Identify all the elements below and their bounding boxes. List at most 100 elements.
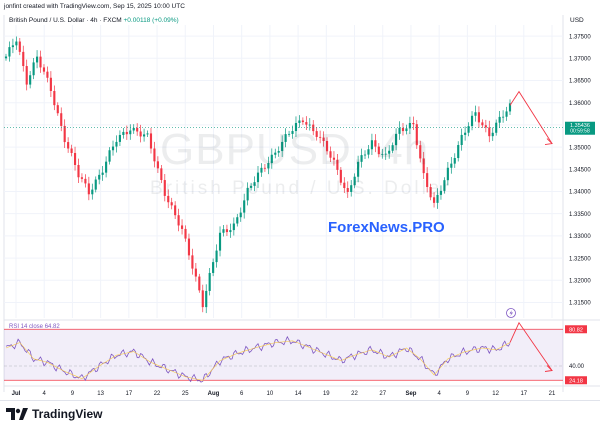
candle	[122, 127, 125, 139]
candle	[281, 135, 284, 157]
time-tick-label: 6	[240, 391, 244, 397]
candle-body	[191, 255, 194, 269]
candle-body	[153, 148, 156, 162]
candle	[63, 119, 66, 149]
candle	[325, 137, 329, 155]
candle-body	[484, 125, 487, 128]
time-tick-label: 17	[520, 391, 527, 397]
candle	[56, 102, 59, 116]
candle-body	[395, 133, 398, 146]
candle-body	[39, 56, 42, 68]
projection-arrowhead	[544, 138, 553, 145]
rsi-band	[4, 329, 563, 381]
overlay-label: ForexNews.PRO	[328, 219, 445, 236]
candle-body	[412, 122, 415, 125]
candle-body	[315, 131, 318, 137]
time-tick-label: Aug	[208, 391, 220, 397]
candle	[149, 127, 153, 154]
candle-body	[381, 153, 384, 155]
time-tick-label: 22	[154, 391, 161, 397]
candle-body	[432, 197, 436, 203]
candle	[370, 133, 373, 156]
candle	[398, 121, 401, 140]
candle-body	[198, 276, 201, 291]
candle	[180, 219, 184, 235]
candle-body	[56, 105, 59, 114]
candle	[467, 122, 470, 137]
rsi-label: RSI 14 close 64.82	[9, 324, 60, 330]
candle	[388, 145, 391, 159]
credit-text: jonfint created with TradingView.com, Se…	[4, 3, 185, 10]
candle-body	[388, 150, 391, 154]
candle	[205, 284, 208, 314]
currency-label: USD	[570, 17, 584, 24]
candle	[363, 150, 367, 160]
candle	[29, 71, 32, 89]
candle-body	[346, 188, 349, 192]
candle	[73, 146, 77, 171]
candle	[239, 207, 242, 222]
candle	[432, 192, 436, 208]
countdown-label: 00:59:58	[570, 129, 590, 135]
candle	[439, 185, 443, 200]
rsi-layer	[5, 335, 511, 383]
candle	[87, 176, 90, 201]
price-tick-label: 1.33500	[569, 212, 591, 218]
rsi-upper-label-box	[565, 325, 587, 334]
candle-body	[49, 77, 52, 91]
candle	[270, 148, 273, 169]
candle-body	[460, 134, 463, 146]
time-tick-label: Sep	[405, 391, 416, 397]
candle-body	[502, 116, 505, 118]
candle	[67, 137, 70, 153]
candle	[105, 156, 108, 178]
rsi-projection-arrowhead	[544, 365, 553, 372]
candle-body	[67, 142, 70, 149]
footer: TradingView	[0, 400, 600, 429]
candle	[191, 248, 194, 275]
time-tick-label: 4	[437, 391, 441, 397]
lightning-icon[interactable]	[506, 308, 516, 318]
candle	[474, 105, 477, 122]
candle	[301, 117, 304, 125]
candle	[256, 166, 260, 189]
candle-body	[98, 174, 101, 180]
time-tick-label: 12	[492, 391, 499, 397]
candle-body	[174, 205, 177, 216]
candle	[101, 165, 104, 181]
candle-body	[357, 161, 360, 177]
time-tick-label: 25	[182, 391, 189, 397]
candle	[60, 107, 63, 132]
candle	[49, 71, 52, 97]
candle-body	[32, 62, 35, 76]
candle-body	[122, 131, 125, 135]
candle-body	[419, 145, 422, 159]
candle-body	[111, 146, 115, 151]
tradingview-logo[interactable]: TradingView	[6, 407, 102, 421]
candle	[232, 217, 235, 236]
candle-body	[253, 182, 256, 186]
candle-body	[167, 195, 170, 203]
candle	[274, 148, 277, 159]
tradingview-brand: TradingView	[32, 407, 103, 421]
candle	[405, 124, 408, 135]
candle	[194, 262, 197, 282]
candle-body	[229, 230, 232, 233]
time-tick-label: 14	[295, 391, 302, 397]
price-tick-label: 1.36000	[569, 101, 591, 107]
candle-body	[225, 229, 229, 233]
candle-body	[332, 157, 336, 160]
price-tick-label: 1.37000	[569, 56, 591, 62]
candle	[353, 173, 356, 189]
candle-body	[474, 112, 477, 116]
candle-body	[187, 238, 191, 256]
candle	[153, 141, 156, 168]
candle	[374, 134, 377, 153]
rsi-projection-arrow	[509, 321, 553, 371]
candle	[212, 258, 215, 277]
rsi-upper-label: 80.82	[569, 327, 583, 333]
candle-body	[401, 127, 405, 132]
candle	[481, 119, 484, 129]
